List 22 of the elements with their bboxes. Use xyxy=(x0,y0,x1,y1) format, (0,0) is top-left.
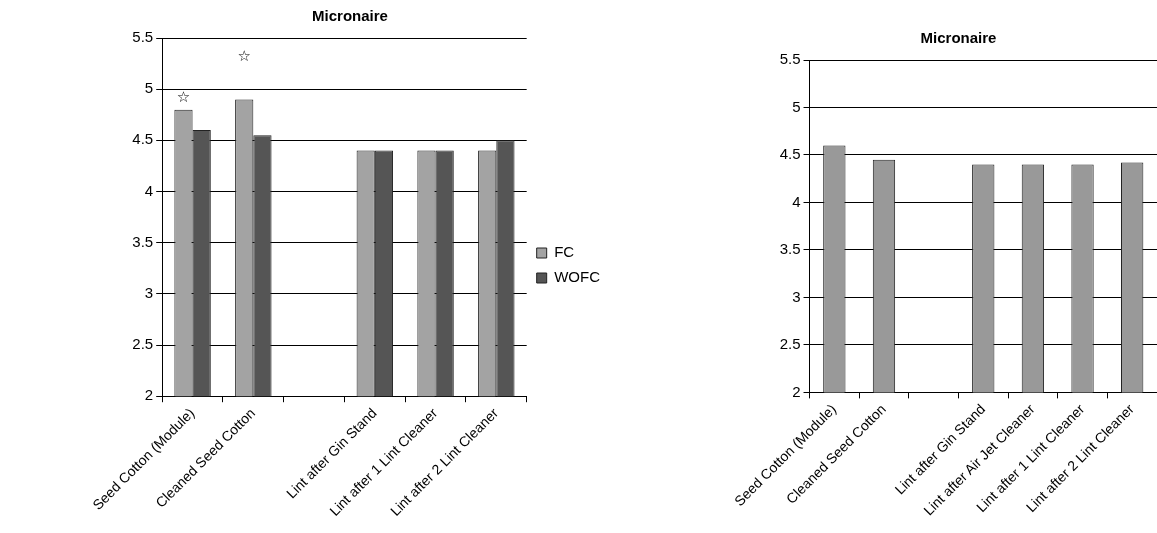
y-tick-label: 5.5 xyxy=(132,28,154,46)
annotation: ☆ xyxy=(237,47,251,66)
y-tick-label: 4 xyxy=(792,192,801,210)
y-tick-label: 4.5 xyxy=(779,145,801,163)
legend-label: FC xyxy=(554,243,575,261)
y-tick-label: 5 xyxy=(144,79,154,97)
y-tick-label: 2.5 xyxy=(132,335,154,353)
y-tick-label: 4 xyxy=(144,181,154,199)
y-tick-label: 5.5 xyxy=(779,50,801,68)
y-tick-label: 2 xyxy=(144,386,154,404)
y-tick-label: 3 xyxy=(144,284,154,302)
y-tick-label: 2.5 xyxy=(779,335,801,353)
y-tick-label: 5 xyxy=(792,97,801,115)
annotation: ☆ xyxy=(176,87,191,106)
y-tick-label: 3.5 xyxy=(132,232,154,250)
chart-title: Micronaire xyxy=(920,29,997,47)
y-tick-label: 3.5 xyxy=(779,240,801,258)
y-tick-label: 4.5 xyxy=(132,130,154,148)
chart-title: Micronaire xyxy=(312,7,388,25)
y-tick-label: 3 xyxy=(792,287,801,305)
legend-label: WOFC xyxy=(554,268,601,286)
y-tick-label: 2 xyxy=(792,382,801,400)
